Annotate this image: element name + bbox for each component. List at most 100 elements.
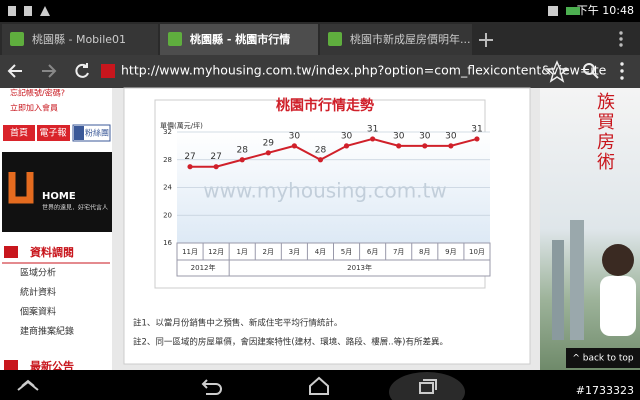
value-label: 27 (184, 152, 195, 162)
battery-icon (566, 7, 580, 15)
note: 註2、同一區域的房屋單價，會因建案特性(建材、環境、路段、樓層..等)有所差異。 (133, 337, 448, 348)
link[interactable]: 忘記帳號/密碼? (10, 88, 65, 98)
year-label: 2012年 (191, 263, 216, 272)
chart: 16 20 24 28 32 11月 12月 1月 2月 3月 4月 5月 6月 7月 8月 9月 10月 201… (163, 124, 491, 277)
chart-watermark: www.myhousing.com.tw (203, 179, 446, 203)
x-tick-label: 8月 (419, 248, 430, 256)
back-to-top[interactable]: ^ back to top (572, 354, 634, 364)
chart-title: 桃園市行情走勢 (276, 97, 374, 114)
tab[interactable] (2, 24, 158, 55)
x-tick-label: 3月 (289, 248, 300, 256)
value-label: 30 (341, 131, 353, 141)
tab-favicon (10, 32, 24, 46)
new-tab[interactable] (479, 33, 493, 47)
menu-item[interactable]: 統計資料 (20, 286, 56, 298)
section-icon (4, 360, 18, 370)
section-title: 資料調閱 (30, 245, 74, 259)
watermark: #1733323 (576, 384, 634, 397)
clock: 下午 10:48 (577, 4, 634, 17)
value-label: 31 (471, 124, 482, 134)
tab[interactable] (160, 24, 318, 55)
point (317, 157, 324, 163)
ad-person (602, 244, 634, 276)
banner[interactable] (2, 152, 112, 232)
point (474, 136, 480, 142)
y-tick-label: 16 (163, 239, 172, 247)
nav-glow (389, 372, 465, 400)
ad-person (600, 276, 636, 336)
status-icon (8, 6, 16, 16)
note: 註1、以當月份銷售中之預售、新成住宅平均行情統計。 (133, 318, 342, 329)
nav-hide[interactable] (17, 379, 39, 391)
tab-menu[interactable] (619, 31, 623, 47)
y-tick-label: 32 (163, 128, 172, 136)
forward-button[interactable] (42, 64, 57, 78)
x-tick-label: 11月 (182, 248, 198, 256)
value-label: 30 (419, 131, 431, 141)
value-label: 28 (315, 145, 327, 155)
menu-item[interactable]: 區域分析 (20, 267, 56, 279)
point (239, 157, 245, 163)
x-tick-label: 9月 (445, 248, 456, 256)
nav-home[interactable] (309, 376, 329, 395)
nav-recent[interactable] (419, 379, 437, 394)
tab-title: 桃園市新成屋房價明年... (350, 32, 471, 46)
menu[interactable] (620, 62, 624, 80)
tab-title: 桃園縣 - Mobile01 (32, 32, 126, 46)
tab-title: 桃園縣 - 桃園市行情 (190, 32, 290, 46)
section-title: 最新公告 (30, 359, 74, 373)
ad-building (552, 240, 564, 340)
bookmark[interactable] (544, 60, 570, 83)
section-icon (4, 246, 18, 258)
banner-slogan: 世界的遠見．好宅代言人 (42, 204, 108, 212)
reload-button[interactable] (75, 63, 89, 78)
point (291, 143, 297, 149)
x-tick-label: 10月 (469, 248, 485, 256)
value-label: 30 (393, 131, 405, 141)
menu-item[interactable]: 個案資料 (20, 306, 56, 318)
ad-building (570, 220, 584, 340)
ad-text: 族買房術 (594, 92, 615, 172)
value-label: 31 (367, 124, 378, 134)
button-bg (3, 125, 35, 141)
value-label: 27 (210, 152, 221, 162)
tab-favicon (328, 32, 342, 46)
x-tick-label: 12月 (208, 248, 224, 256)
y-tick-label: 24 (163, 184, 172, 192)
tabs: 桃園縣 - Mobile01 桃園縣 - 桃園市行情 桃園市新成屋房價明年... (2, 24, 472, 55)
fb-icon (74, 126, 84, 140)
value-label: 28 (236, 145, 248, 155)
nav-back[interactable] (201, 379, 222, 395)
point (265, 150, 271, 156)
tab[interactable] (320, 24, 472, 55)
x-tick-label: 2月 (263, 248, 274, 256)
nav-bar (0, 370, 640, 400)
button[interactable]: 首頁 (10, 127, 28, 139)
site-icon (101, 64, 115, 78)
y-tick-label: 28 (163, 156, 172, 164)
value-label: 30 (289, 131, 301, 141)
back-button[interactable] (7, 64, 22, 78)
y-tick-label: 20 (163, 211, 172, 219)
status-icon (24, 6, 32, 16)
wifi-icon (548, 6, 558, 16)
url[interactable]: http://www.myhousing.com.tw/index.php?op… (121, 63, 607, 78)
button[interactable]: 粉絲團 (85, 128, 109, 138)
value-label: 30 (445, 131, 457, 141)
line (190, 137, 478, 168)
button[interactable]: 電子報 (39, 128, 66, 139)
year-label: 2013年 (347, 263, 372, 272)
point (213, 164, 219, 170)
point (370, 136, 376, 142)
link[interactable]: 立即加入會員 (10, 103, 58, 113)
search[interactable] (583, 63, 599, 79)
status-bar (0, 0, 640, 22)
status-icon (40, 6, 50, 16)
x-tick-label: 5月 (341, 248, 352, 256)
tab-favicon (168, 32, 182, 46)
menu-item[interactable]: 建商推案紀錄 (20, 325, 74, 337)
banner-title: HOME (42, 191, 76, 202)
point (187, 164, 193, 170)
